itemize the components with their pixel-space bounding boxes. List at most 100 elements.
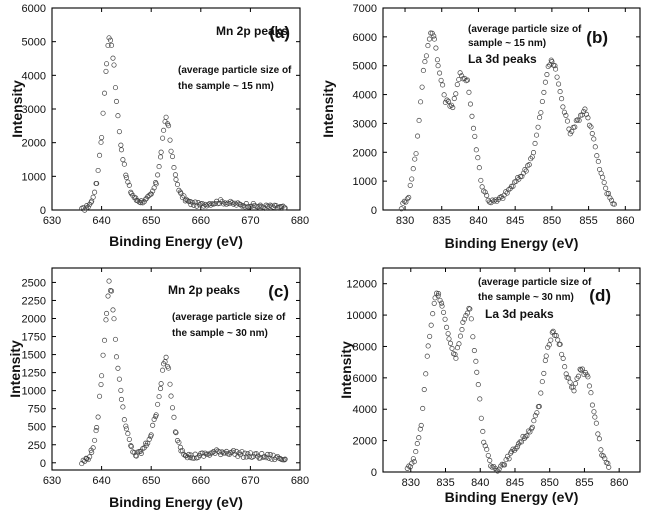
y-tick-label: 2250: [22, 295, 46, 307]
data-point: [571, 388, 577, 394]
data-point: [253, 451, 259, 457]
data-point: [428, 322, 434, 328]
data-point: [585, 115, 591, 121]
data-point: [167, 137, 173, 143]
data-point: [611, 201, 617, 207]
data-point: [409, 176, 415, 182]
data-point: [417, 426, 423, 432]
data-point: [155, 172, 161, 178]
data-point: [148, 191, 154, 197]
data-point: [429, 30, 435, 36]
data-point: [128, 443, 134, 449]
data-point: [560, 104, 566, 110]
data-point: [464, 310, 470, 316]
data-point: [439, 303, 445, 309]
data-point: [90, 445, 96, 451]
data-point: [416, 117, 422, 124]
data-point: [536, 403, 542, 409]
data-point: [101, 337, 108, 343]
data-point: [266, 455, 272, 461]
data-point: [542, 357, 548, 364]
annotation: the sample ~ 30 nm): [172, 328, 268, 339]
data-point: [106, 278, 112, 284]
y-tick-label: 250: [28, 440, 46, 452]
annotation: La 3d peaks: [485, 307, 554, 321]
data-point: [123, 423, 129, 429]
data-point: [418, 422, 424, 428]
y-axis-label: Intensity: [338, 341, 354, 399]
data-point: [524, 433, 530, 439]
data-point: [423, 371, 429, 377]
data-point: [526, 162, 532, 168]
data-point: [518, 439, 525, 445]
data-point: [90, 194, 96, 200]
data-point: [591, 409, 597, 415]
data-point: [398, 206, 404, 212]
plot-frame: [51, 267, 301, 471]
data-point: [115, 113, 121, 119]
data-point: [475, 155, 481, 161]
data-point: [156, 164, 162, 170]
y-tick-label: 1750: [22, 332, 46, 344]
data-point: [219, 449, 225, 455]
data-point: [492, 197, 499, 203]
data-point: [437, 70, 443, 76]
data-point: [411, 459, 417, 465]
y-tick-label: 5000: [353, 61, 377, 73]
data-point: [460, 319, 466, 325]
data-point: [105, 293, 111, 299]
data-point: [113, 98, 120, 104]
data-point: [228, 198, 234, 204]
data-point: [451, 96, 457, 102]
x-tick-label: 680: [291, 475, 309, 487]
data-point: [425, 43, 431, 49]
data-point: [567, 379, 573, 385]
data-point: [172, 172, 178, 178]
data-point: [100, 352, 106, 358]
data-point: [176, 439, 182, 445]
y-axis-label: Intensity: [9, 80, 25, 138]
data-point: [113, 354, 120, 360]
data-point: [209, 450, 215, 456]
data-point: [433, 45, 439, 51]
data-point: [150, 422, 156, 428]
data-point: [467, 101, 474, 107]
annotation: La 3d peaks: [468, 52, 537, 66]
data-point: [496, 466, 502, 472]
data-point: [150, 188, 156, 194]
data-point: [419, 84, 425, 90]
data-point: [500, 195, 506, 202]
data-point: [104, 61, 110, 67]
data-point: [440, 309, 447, 315]
data-point: [560, 355, 566, 361]
data-point: [422, 59, 428, 65]
data-point: [598, 447, 604, 453]
data-point: [438, 77, 444, 83]
data-point: [539, 379, 545, 385]
data-point: [517, 439, 523, 445]
data-point: [605, 460, 611, 467]
y-tick-label: 1000: [22, 386, 46, 398]
data-point: [532, 413, 538, 419]
y-tick-label: 1000: [22, 171, 46, 183]
data-point: [463, 313, 469, 319]
data-point: [406, 194, 412, 200]
x-tick-label: 830: [402, 477, 420, 489]
data-point: [208, 202, 214, 208]
data-point: [125, 431, 131, 437]
x-tick-label: 860: [610, 477, 628, 489]
data-point: [123, 174, 129, 181]
data-point: [218, 451, 224, 458]
data-point: [566, 126, 572, 132]
data-point: [447, 340, 454, 346]
data-point: [561, 109, 567, 115]
x-axis-label: Binding Energy (eV): [445, 489, 579, 505]
annotation: the sample ~ 15 nm): [178, 81, 274, 92]
data-point: [414, 133, 421, 139]
data-point: [103, 68, 109, 74]
data-point: [239, 449, 245, 455]
data-point: [112, 336, 119, 342]
data-point: [508, 183, 515, 189]
data-point: [99, 134, 105, 141]
data-point: [439, 300, 445, 306]
